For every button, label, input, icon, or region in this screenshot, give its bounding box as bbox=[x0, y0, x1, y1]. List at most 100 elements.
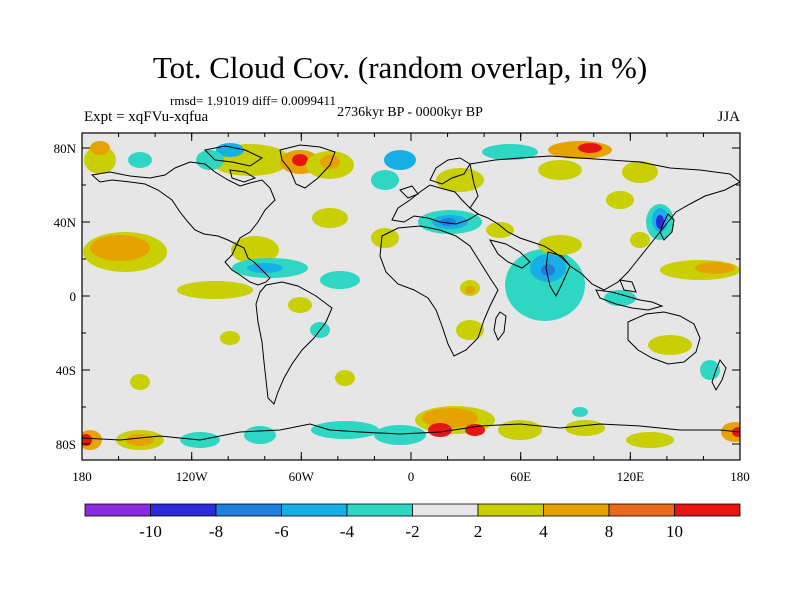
coastline-madagascar bbox=[493, 311, 507, 342]
lat-tick-label: 80N bbox=[54, 141, 77, 156]
coastline-india bbox=[545, 251, 571, 298]
coastline-australia bbox=[627, 311, 701, 365]
map-title: Tot. Cloud Cov. (random overlap, in %) bbox=[152, 50, 648, 85]
lon-tick-label: 60E bbox=[510, 469, 531, 484]
lat-tick-label: 40N bbox=[54, 215, 77, 230]
anomaly-patch bbox=[606, 191, 634, 209]
colorbar: -10 -8 -6 -4 -2 2 4 8 10 bbox=[84, 503, 741, 541]
anomaly-patch bbox=[84, 146, 116, 174]
anomaly-patch bbox=[335, 370, 355, 386]
coastline-arctic-islands bbox=[203, 145, 264, 183]
colorbar-label: -6 bbox=[274, 522, 288, 541]
anomaly-patch bbox=[422, 408, 478, 428]
lon-tick-label: 60W bbox=[289, 469, 315, 484]
coastline-japan bbox=[659, 213, 675, 241]
anomaly-patch bbox=[126, 434, 154, 446]
anomaly-patch bbox=[630, 232, 650, 248]
coastline-indonesia bbox=[595, 279, 664, 311]
anomaly-patch bbox=[371, 170, 399, 190]
anomaly-patch bbox=[220, 331, 240, 345]
colorbar-label: 2 bbox=[474, 522, 483, 541]
anomaly-patch bbox=[320, 271, 360, 289]
anomaly-patch bbox=[288, 297, 312, 313]
anomaly-patch bbox=[622, 161, 658, 183]
colorbar-box bbox=[84, 503, 151, 517]
anomaly-patch bbox=[538, 235, 582, 255]
experiment-label: Expt = xqFVu-xqfua bbox=[84, 109, 209, 125]
colorbar-label: -8 bbox=[209, 522, 223, 541]
lon-tick-label: 180 bbox=[72, 469, 92, 484]
anomaly-patch bbox=[82, 434, 92, 446]
anomaly-patch bbox=[465, 286, 475, 294]
anomaly-patch bbox=[374, 425, 426, 445]
lon-tick-label: 0 bbox=[408, 469, 415, 484]
anomaly-patch bbox=[428, 423, 452, 437]
colorbar-label: -10 bbox=[139, 522, 162, 541]
anomaly-patch bbox=[244, 426, 276, 444]
stats-text: rmsd= 1.91019 diff= 0.0099411 bbox=[170, 93, 336, 108]
colorbar-box bbox=[150, 503, 217, 517]
coastline-arabia bbox=[488, 239, 531, 269]
lon-tick-label: 120E bbox=[617, 469, 645, 484]
colorbar-box bbox=[281, 503, 348, 517]
coastline-greenland bbox=[279, 144, 336, 189]
anomaly-patch bbox=[700, 360, 720, 380]
coastlines bbox=[82, 144, 740, 441]
anomaly-patch bbox=[128, 152, 152, 168]
anomaly-patch bbox=[572, 407, 588, 417]
colorbar-label: 4 bbox=[539, 522, 548, 541]
anomaly-patch bbox=[648, 335, 692, 355]
anomaly-patch bbox=[721, 422, 740, 442]
lon-tick-label: 120W bbox=[176, 469, 209, 484]
colorbar-label: 8 bbox=[605, 522, 614, 541]
coastline-africa bbox=[379, 225, 499, 357]
anomaly-patch bbox=[626, 432, 674, 448]
lat-tick-label: 80S bbox=[56, 437, 76, 452]
anomaly-patch bbox=[130, 374, 150, 390]
colorbar-box bbox=[543, 503, 610, 517]
anomaly-patch bbox=[320, 155, 340, 169]
anomaly-patch bbox=[541, 264, 555, 276]
anomaly-patch bbox=[196, 150, 224, 170]
colorbar-box bbox=[477, 503, 544, 517]
anomaly-patch bbox=[177, 281, 253, 299]
anomaly-patch bbox=[538, 160, 582, 180]
anomaly-patch bbox=[656, 215, 664, 229]
colorbar-box bbox=[215, 503, 282, 517]
anomaly-patch bbox=[578, 143, 602, 153]
colorbar-label: -2 bbox=[405, 522, 419, 541]
anomaly-patch bbox=[312, 208, 348, 228]
colorbar-box bbox=[346, 503, 413, 517]
anomaly-patch bbox=[90, 235, 150, 261]
colorbar-label: -4 bbox=[340, 522, 355, 541]
anomaly-patch bbox=[498, 420, 542, 440]
lon-tick-label: 180 bbox=[730, 469, 750, 484]
period-label: 2736kyr BP - 0000kyr BP bbox=[337, 105, 483, 120]
colorbar-box bbox=[412, 503, 479, 517]
axis-ticks bbox=[81, 133, 741, 460]
anomaly-patch bbox=[90, 141, 110, 155]
colorbar-label: 10 bbox=[666, 522, 683, 541]
anomaly-patch bbox=[482, 144, 538, 160]
anomaly-patch bbox=[486, 222, 514, 238]
coastline-south-america bbox=[255, 281, 333, 405]
anomaly-patch bbox=[247, 263, 283, 273]
coastline-asia bbox=[469, 155, 740, 291]
lat-tick-label: 0 bbox=[70, 289, 77, 304]
season-label: JJA bbox=[717, 109, 740, 125]
colorbar-box bbox=[674, 503, 741, 517]
coastline-antarctica bbox=[82, 423, 740, 441]
anomaly-patch bbox=[371, 228, 399, 248]
anomaly-patch bbox=[231, 236, 279, 264]
anomaly-patch bbox=[311, 421, 379, 439]
colorbar-box bbox=[608, 503, 675, 517]
anomaly-patch bbox=[292, 154, 308, 166]
anomaly-patch bbox=[384, 150, 416, 170]
axis-tick-labels: 180 120W 60W 0 60E 120E 180 80N 40N 0 40S 80S bbox=[54, 141, 750, 484]
anomaly-patches bbox=[82, 141, 740, 450]
coastline-north-america bbox=[90, 161, 276, 286]
anomaly-patch bbox=[695, 262, 735, 274]
lat-tick-label: 40S bbox=[56, 363, 76, 378]
coastline-new-zealand bbox=[711, 358, 727, 392]
